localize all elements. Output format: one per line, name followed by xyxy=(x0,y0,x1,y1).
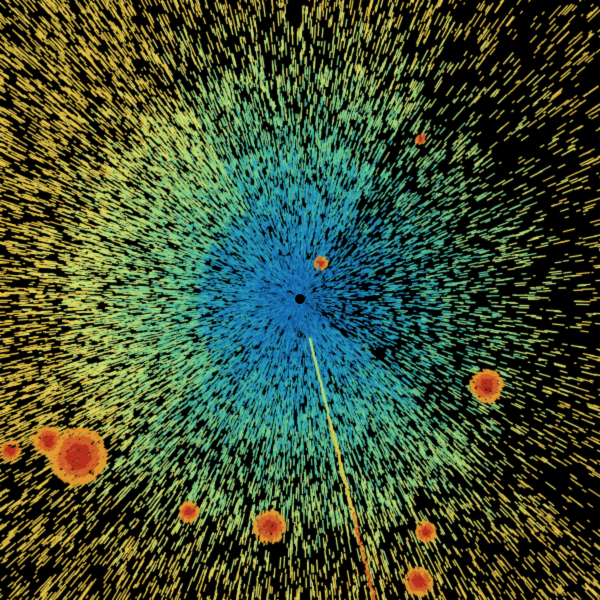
radar-site-marker xyxy=(295,294,305,304)
